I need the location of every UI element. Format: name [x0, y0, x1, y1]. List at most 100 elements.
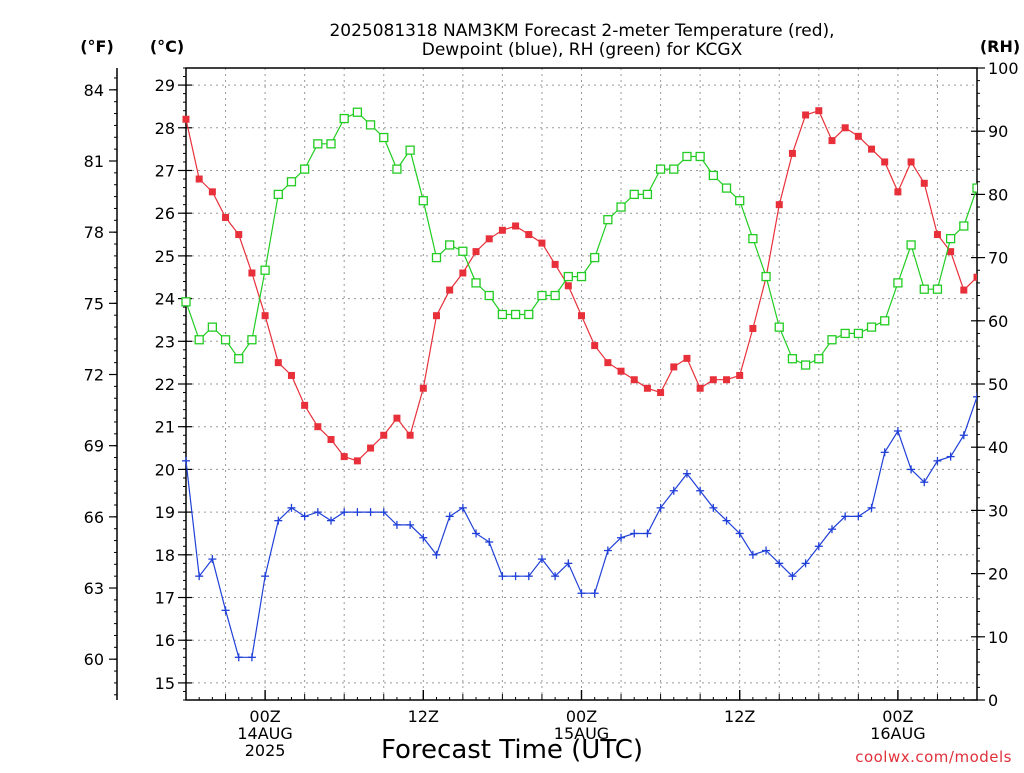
- temperature-point: [841, 124, 849, 132]
- temperature-point: [301, 401, 309, 409]
- rh-point: [906, 240, 916, 250]
- rh-point: [682, 151, 692, 162]
- rh-tick-label: 50: [988, 375, 1008, 394]
- temperature-point: [907, 158, 915, 166]
- temperature-point: [525, 231, 533, 239]
- fahrenheit-unit-label: (°F): [80, 37, 114, 56]
- grid-lines: [186, 68, 977, 700]
- temperature-point: [815, 107, 823, 115]
- temperature-point: [459, 269, 467, 277]
- rh-point: [365, 120, 376, 130]
- rh-point: [181, 297, 191, 307]
- temperature-point: [472, 248, 480, 256]
- fahrenheit-tick-label: 66: [84, 508, 104, 527]
- temperature-point: [261, 312, 269, 320]
- rh-point: [695, 151, 705, 162]
- rh-point: [405, 145, 415, 155]
- rh-point: [471, 278, 481, 288]
- temperature-point: [446, 286, 454, 294]
- rh-point: [972, 183, 977, 193]
- celsius-tick-label: 24: [155, 290, 175, 309]
- temperature-point: [670, 363, 678, 371]
- rh-point: [669, 164, 679, 174]
- rh-point: [642, 189, 653, 200]
- temperature-point: [894, 188, 902, 196]
- temperature-point: [749, 324, 757, 332]
- celsius-tick-label: 17: [155, 589, 175, 608]
- rh-point: [629, 189, 639, 200]
- temperature-point: [854, 132, 862, 140]
- rh-point: [273, 189, 283, 200]
- rh-point: [286, 177, 297, 187]
- temperature-point: [393, 414, 401, 422]
- rh-point: [431, 252, 442, 263]
- rh-point: [603, 215, 613, 225]
- rh-point: [616, 202, 626, 212]
- temperature-point: [643, 384, 651, 392]
- chart-title: 2025081318 NAM3KM Forecast 2-meter Tempe…: [329, 21, 834, 60]
- fahrenheit-tick-label: 75: [84, 294, 104, 313]
- celsius-tick-label: 23: [155, 332, 175, 351]
- x-tick-label: 00Z: [566, 707, 597, 726]
- rh-point: [919, 284, 929, 294]
- temperature-point: [604, 359, 612, 367]
- temperature-point: [512, 222, 520, 230]
- rh-point: [313, 139, 323, 149]
- x-tick-label: 15AUG: [554, 724, 609, 743]
- rh-tick-label: 70: [988, 249, 1008, 268]
- x-tick-label: 14AUG: [237, 724, 292, 743]
- temperature-point: [274, 359, 282, 367]
- fahrenheit-tick-label: 69: [84, 437, 104, 456]
- series-rh: [181, 107, 977, 370]
- temperature-point: [248, 269, 256, 277]
- temperature-point: [723, 376, 731, 384]
- rh-point: [748, 233, 758, 244]
- celsius-tick-label: 22: [155, 375, 175, 394]
- temperature-point: [498, 226, 506, 234]
- rh-point: [524, 309, 534, 320]
- rh-point: [352, 107, 363, 117]
- rh-unit-label: (RH): [980, 37, 1020, 56]
- rh-point: [537, 290, 547, 301]
- fahrenheit-tick-label: 78: [84, 223, 104, 242]
- rh-tick-label: 100: [988, 59, 1019, 78]
- temperature-point: [564, 282, 572, 290]
- rh-point: [379, 132, 389, 143]
- temperature-point: [485, 235, 493, 243]
- rh-point: [735, 196, 745, 206]
- rh-point: [576, 271, 587, 282]
- temperature-point: [538, 239, 546, 247]
- temperature-point: [195, 175, 203, 183]
- title-line: Dewpoint (blue), RH (green) for KCGX: [422, 40, 743, 60]
- temperature-point: [340, 453, 348, 461]
- rh-point: [563, 271, 573, 282]
- temperature-point: [709, 376, 717, 384]
- rh-point: [893, 278, 903, 288]
- temperature-point: [235, 231, 243, 239]
- rh-point: [194, 335, 204, 345]
- celsius-tick-label: 20: [155, 460, 175, 479]
- temperature-point: [696, 384, 704, 392]
- rh-point: [827, 335, 837, 345]
- celsius-tick-label: 21: [155, 418, 175, 437]
- series-temperature: [182, 107, 977, 465]
- rh-point: [550, 290, 560, 301]
- temperature-point: [802, 111, 810, 119]
- temperature-point: [973, 273, 977, 281]
- rh-tick-label: 60: [988, 312, 1008, 331]
- rh-point: [945, 233, 956, 244]
- celsius-tick-label: 29: [155, 76, 175, 95]
- temperature-point: [828, 137, 836, 145]
- temperature-point: [683, 354, 691, 362]
- rh-point: [484, 290, 494, 301]
- rh-point: [590, 252, 600, 263]
- x-tick-label: 12Z: [724, 707, 755, 726]
- title-line: 2025081318 NAM3KM Forecast 2-meter Tempe…: [329, 21, 834, 41]
- fahrenheit-tick-label: 84: [84, 81, 104, 100]
- temperature-point: [881, 158, 889, 166]
- rh-point: [840, 328, 850, 339]
- temperature-point: [657, 389, 665, 397]
- temperature-point: [591, 342, 599, 350]
- temperature-point: [327, 436, 335, 444]
